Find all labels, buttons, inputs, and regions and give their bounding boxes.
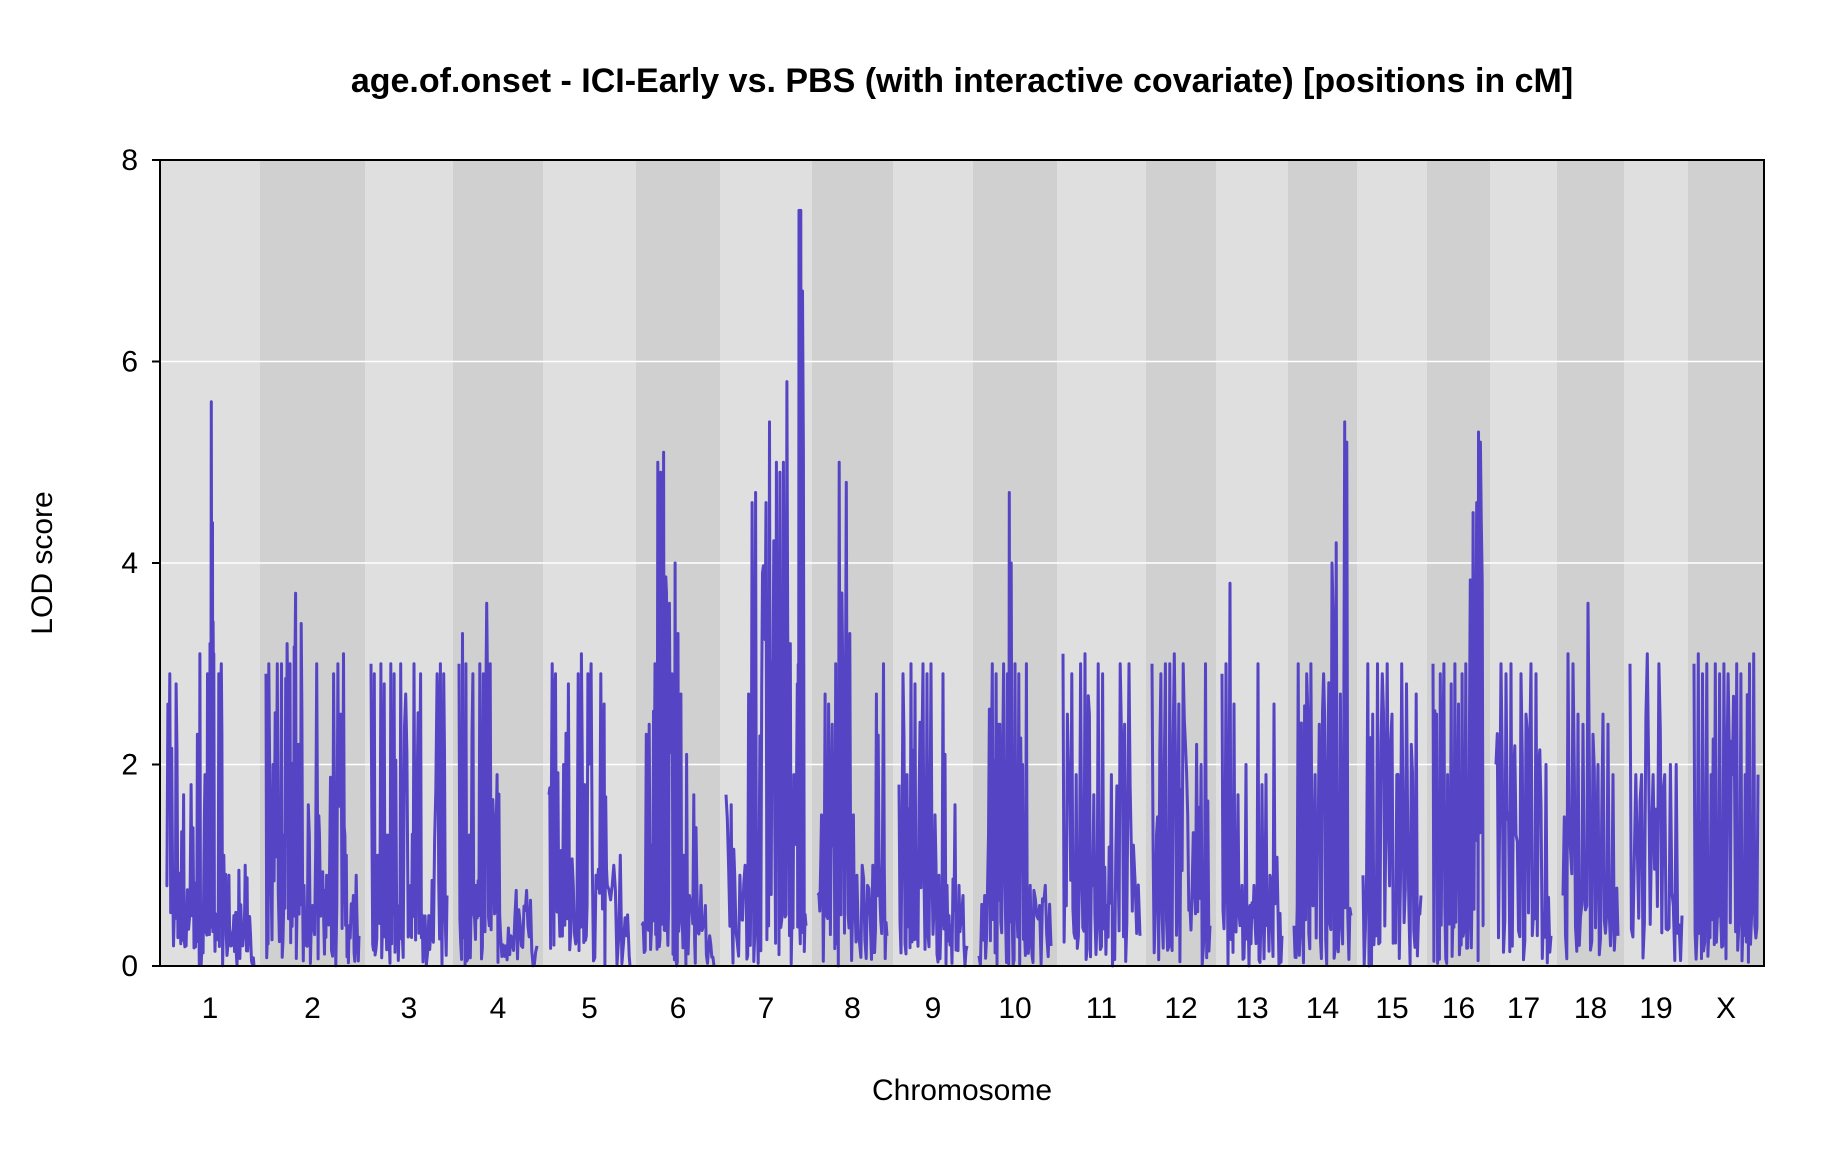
lod-curves: [165, 208, 1760, 968]
x-tick-label-8: 8: [844, 992, 861, 1025]
lod-line-chr-8: [816, 460, 889, 968]
x-tick-label-17: 17: [1507, 992, 1540, 1025]
lod-line-chr-4: [457, 601, 539, 968]
lod-line-chr-9: [897, 662, 969, 968]
x-tick-label-16: 16: [1442, 992, 1475, 1025]
x-ticks: 1 2 3 4 5 6 7 8 9 10 11 12 13 14 15 16 17 18 19 X: [202, 992, 1736, 1025]
lod-line-chr-X: [1692, 652, 1760, 964]
lod-line-chr-14: [1292, 420, 1353, 967]
lod-line-chr-5: [547, 652, 632, 967]
lod-line-chr-7: [724, 208, 808, 966]
y-tick-label-2: 2: [121, 749, 138, 782]
lod-line-chr-19: [1628, 652, 1684, 962]
y-tick-label-8: 8: [121, 144, 138, 177]
lod-line-chr-16: [1431, 430, 1485, 965]
x-tick-label-3: 3: [401, 992, 418, 1025]
lod-line-chr-12: [1150, 652, 1212, 967]
x-tick-label-6: 6: [670, 992, 687, 1025]
lod-line-chr-10: [977, 491, 1053, 967]
y-axis-label: LOD score: [26, 491, 59, 634]
x-tick-label-14: 14: [1306, 992, 1339, 1025]
x-tick-label-4: 4: [490, 992, 507, 1025]
x-tick-label-2: 2: [304, 992, 321, 1025]
lod-line-chr-1: [165, 400, 256, 968]
y-tick-label-4: 4: [121, 547, 138, 580]
x-tick-label-19: 19: [1639, 992, 1672, 1025]
y-ticks: 0 2 4 6 8: [121, 144, 160, 983]
x-tick-label-9: 9: [925, 992, 942, 1025]
lod-line-chr-17: [1494, 662, 1553, 965]
x-tick-label-10: 10: [998, 992, 1031, 1025]
chart-title: age.of.onset - ICI-Early vs. PBS (with i…: [351, 62, 1573, 100]
x-tick-label-X: X: [1716, 992, 1736, 1025]
x-tick-label-18: 18: [1574, 992, 1607, 1025]
x-tick-label-5: 5: [581, 992, 598, 1025]
x-tick-label-13: 13: [1235, 992, 1268, 1025]
lod-line-chr-18: [1561, 601, 1620, 961]
x-axis-label: Chromosome: [872, 1074, 1052, 1107]
lod-line-chr-2: [264, 591, 361, 968]
lod-line-chr-6: [640, 450, 716, 968]
lod-line-chr-3: [369, 662, 449, 968]
x-tick-label-7: 7: [758, 992, 775, 1025]
lod-line-chr-11: [1061, 652, 1142, 968]
x-tick-label-12: 12: [1164, 992, 1197, 1025]
y-tick-label-0: 0: [121, 950, 138, 983]
x-tick-label-11: 11: [1086, 992, 1117, 1025]
x-tick-label-1: 1: [202, 992, 219, 1025]
lod-line-chr-13: [1220, 581, 1284, 968]
lod-line-chr-15: [1361, 662, 1423, 968]
x-tick-label-15: 15: [1375, 992, 1408, 1025]
y-tick-label-6: 6: [121, 346, 138, 379]
